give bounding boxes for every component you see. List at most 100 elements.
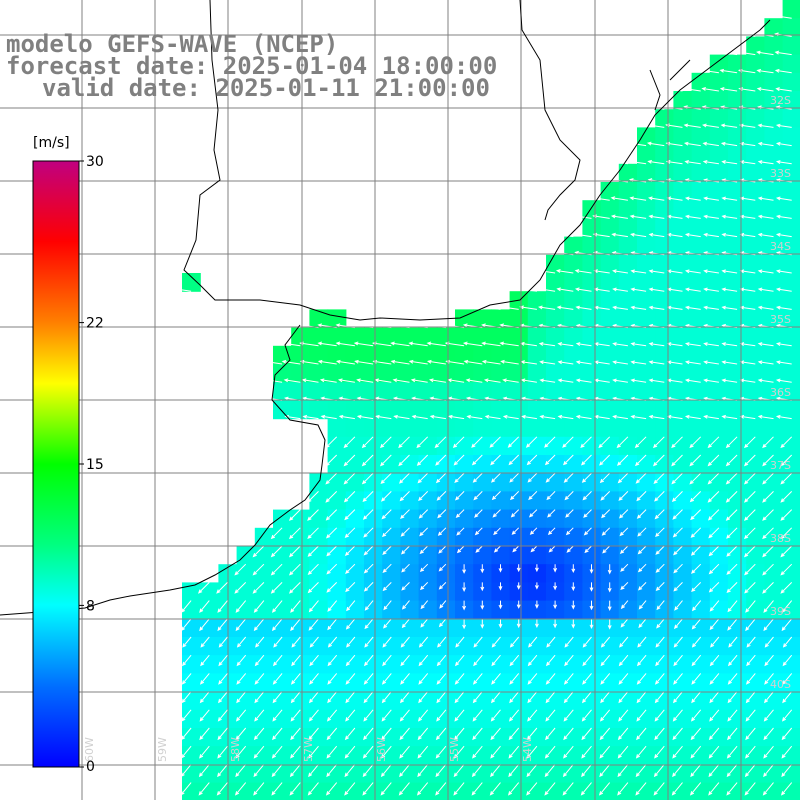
wind-arrow — [527, 654, 538, 667]
wind-arrow — [654, 727, 665, 741]
wind-arrow — [684, 196, 701, 201]
wind-arrow — [418, 673, 429, 685]
wind-speed-cell — [491, 618, 511, 638]
wind-arrow — [363, 582, 374, 592]
wind-speed-cell — [509, 327, 529, 347]
wind-speed-cell — [673, 273, 693, 292]
wind-speed-cell — [546, 564, 565, 583]
wind-arrow — [528, 636, 538, 648]
wind-speed-cell — [728, 218, 747, 238]
wind-arrow — [710, 636, 720, 648]
wind-arrow — [400, 527, 410, 537]
wind-arrow — [471, 764, 483, 778]
wind-speed-cell — [600, 764, 620, 784]
wind-arrow — [775, 342, 792, 347]
wind-arrow — [563, 709, 574, 722]
wind-speed-cell — [691, 182, 711, 201]
wind-speed-cell — [564, 509, 583, 529]
wind-arrow — [635, 472, 647, 484]
wind-speed-cell — [418, 618, 438, 638]
wind-arrow — [308, 727, 319, 741]
wind-arrow — [630, 305, 647, 310]
wind-arrow — [684, 378, 701, 383]
wind-arrow — [253, 745, 265, 759]
wind-arrow — [252, 582, 265, 594]
wind-speed-cell — [728, 254, 747, 274]
wind-speed-cell — [637, 473, 656, 492]
wind-arrow — [665, 141, 683, 147]
wind-arrow — [708, 582, 720, 593]
wind-arrow — [745, 745, 756, 759]
wind-speed-cell — [655, 746, 674, 765]
wind-speed-cell — [546, 509, 565, 529]
wind-speed-cell — [400, 782, 420, 800]
wind-speed-cell — [655, 309, 674, 329]
wind-arrow — [544, 782, 556, 796]
wind-speed-cell — [436, 345, 456, 365]
wind-arrow — [235, 709, 247, 722]
wind-arrow — [401, 600, 410, 610]
wind-speed-cell — [782, 382, 800, 401]
wind-speed-cell — [527, 527, 547, 547]
wind-arrow — [399, 745, 410, 759]
wind-arrow — [325, 782, 338, 796]
wind-arrow — [253, 782, 265, 796]
wind-arrow — [727, 727, 738, 741]
wind-arrow — [671, 454, 683, 467]
wind-arrow — [637, 545, 647, 555]
wind-speed-cell — [673, 218, 693, 238]
wind-arrow — [509, 491, 520, 501]
wind-speed-cell — [345, 364, 365, 383]
wind-arrow — [491, 654, 501, 667]
wind-speed-cell — [709, 564, 729, 583]
wind-speed-cell — [527, 491, 547, 511]
wind-arrow — [581, 745, 592, 759]
wind-speed-cell — [728, 291, 747, 310]
wind-arrow — [780, 582, 793, 594]
wind-arrow — [600, 691, 611, 704]
wind-speed-cell — [673, 182, 693, 201]
wind-arrow — [417, 727, 429, 741]
wind-speed-cell — [673, 327, 693, 347]
latitude-label: 38S — [770, 532, 791, 545]
wind-arrow — [327, 691, 338, 704]
wind-arrow — [252, 563, 265, 576]
wind-speed-cell — [746, 782, 765, 800]
wind-speed-cell — [509, 564, 529, 583]
wind-arrow — [702, 160, 719, 165]
wind-speed-cell — [746, 455, 765, 474]
wind-speed-cell — [782, 218, 800, 238]
wind-speed-cell — [655, 145, 674, 165]
wind-speed-cell — [509, 764, 529, 784]
wind-arrow — [217, 745, 228, 759]
wind-speed-cell — [345, 564, 365, 583]
wind-arrow — [502, 378, 519, 383]
wind-speed-cell — [364, 345, 383, 365]
wind-arrow — [684, 269, 701, 274]
wind-arrow — [709, 654, 720, 667]
wind-arrow — [564, 636, 574, 648]
wind-speed-cell — [309, 582, 329, 602]
wind-arrow — [689, 436, 702, 449]
wind-speed-cell — [491, 564, 511, 583]
wind-arrow — [775, 123, 792, 128]
wind-arrow — [548, 545, 556, 553]
wind-speed-cell — [345, 546, 365, 565]
wind-arrow — [381, 673, 392, 685]
wind-arrow — [673, 636, 683, 648]
wind-arrow — [721, 232, 738, 238]
wind-speed-cell — [564, 582, 583, 602]
wind-speed-cell — [782, 0, 800, 19]
wind-arrow — [337, 378, 355, 383]
wind-speed-cell — [764, 764, 784, 784]
wind-arrow — [612, 269, 628, 274]
wind-speed-cell — [327, 782, 347, 800]
wind-arrow — [654, 509, 665, 520]
wind-arrow — [484, 414, 501, 420]
wind-speed-cell — [200, 582, 219, 602]
wind-arrow — [612, 360, 628, 365]
wind-arrow — [309, 636, 319, 648]
wind-arrow — [581, 727, 592, 741]
wind-speed-cell — [746, 273, 765, 292]
wind-arrow — [354, 359, 374, 365]
